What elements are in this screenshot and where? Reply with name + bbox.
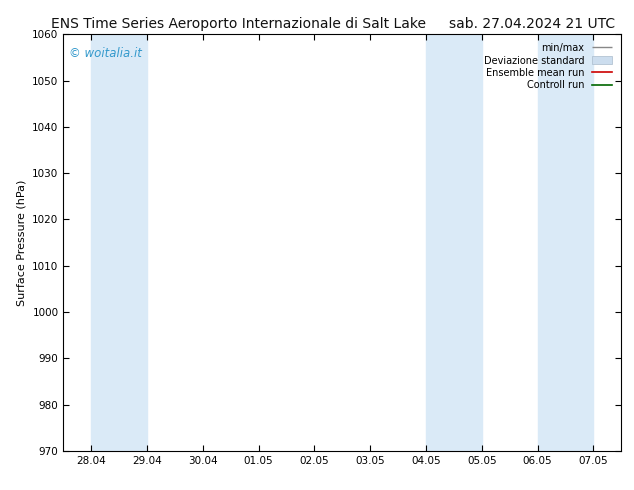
Bar bbox=[426, 34, 482, 451]
Text: ENS Time Series Aeroporto Internazionale di Salt Lake: ENS Time Series Aeroporto Internazionale… bbox=[51, 17, 425, 31]
Bar bbox=[91, 34, 147, 451]
Y-axis label: Surface Pressure (hPa): Surface Pressure (hPa) bbox=[16, 179, 27, 306]
Text: sab. 27.04.2024 21 UTC: sab. 27.04.2024 21 UTC bbox=[449, 17, 615, 31]
Text: © woitalia.it: © woitalia.it bbox=[69, 47, 142, 60]
Legend: min/max, Deviazione standard, Ensemble mean run, Controll run: min/max, Deviazione standard, Ensemble m… bbox=[482, 41, 614, 93]
Bar bbox=[538, 34, 593, 451]
